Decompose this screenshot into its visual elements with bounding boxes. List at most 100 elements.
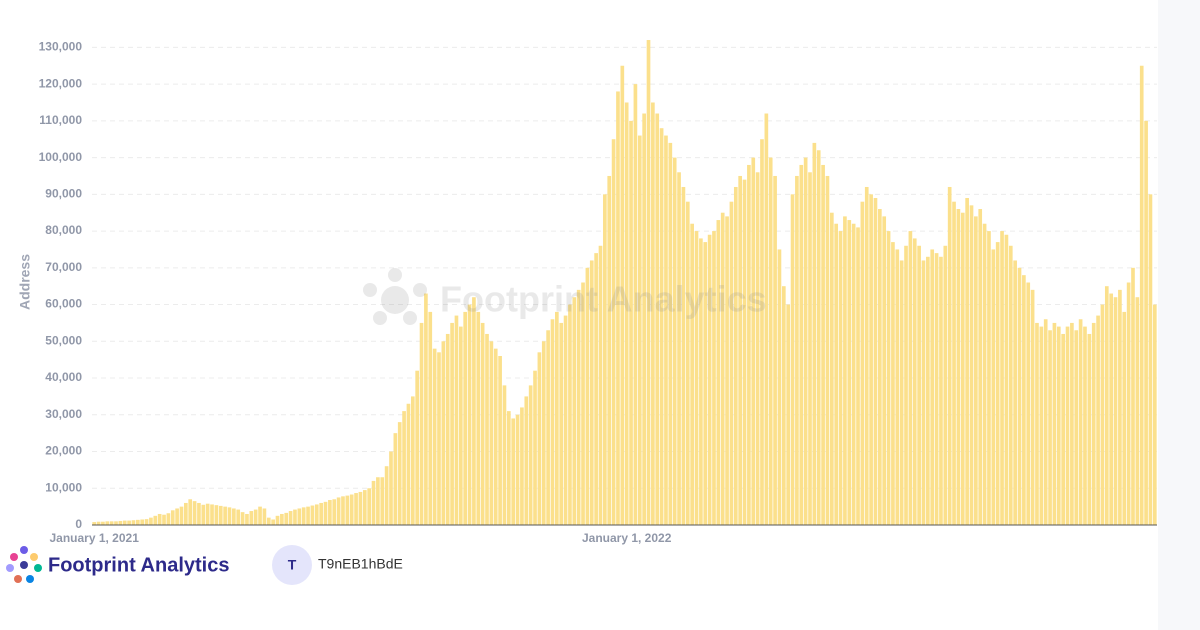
bar	[485, 333, 489, 525]
bar	[415, 370, 420, 525]
bar	[1139, 65, 1144, 526]
bar	[493, 348, 498, 525]
bar	[192, 501, 197, 525]
bar	[738, 175, 742, 526]
bar	[821, 164, 825, 525]
y-tick-label: 0	[75, 517, 82, 531]
bar	[751, 157, 756, 525]
bar	[685, 201, 690, 525]
bar	[694, 231, 699, 525]
bar	[812, 142, 817, 525]
bar	[1131, 267, 1135, 525]
bar	[188, 499, 193, 525]
bar	[1052, 322, 1057, 525]
bar	[764, 113, 769, 526]
bar	[328, 500, 332, 525]
bar	[122, 520, 127, 525]
bar	[515, 414, 520, 525]
bar	[677, 172, 681, 526]
bar	[541, 341, 546, 525]
bar	[1078, 319, 1083, 525]
bar	[175, 508, 179, 525]
bar	[969, 205, 974, 525]
bar	[878, 209, 882, 525]
bar	[803, 157, 808, 525]
user-name: T9nEB1hBdE	[318, 556, 403, 572]
bar	[223, 506, 227, 525]
bar	[293, 509, 297, 525]
bar	[271, 519, 275, 525]
bar	[157, 513, 162, 525]
bar	[1152, 304, 1157, 525]
bar	[690, 223, 694, 525]
bar	[921, 260, 926, 525]
y-tick-label: 130,000	[39, 40, 83, 54]
bar	[581, 282, 585, 525]
bar	[127, 520, 131, 525]
bar	[463, 311, 468, 525]
bar	[585, 267, 590, 525]
bar	[389, 451, 393, 525]
bar	[1104, 286, 1109, 525]
bar	[926, 256, 930, 525]
bar	[240, 512, 245, 525]
bar	[1122, 311, 1127, 525]
bar	[1087, 333, 1092, 525]
bar	[306, 506, 310, 525]
bar	[856, 227, 860, 525]
bar	[1043, 319, 1048, 525]
bar	[118, 520, 123, 525]
bar	[947, 186, 952, 526]
bar	[712, 231, 716, 525]
bar	[149, 517, 153, 525]
bar	[332, 499, 337, 525]
bar	[458, 326, 463, 525]
bar	[245, 513, 249, 525]
bar	[659, 128, 664, 525]
y-axis-label: Address	[17, 254, 33, 310]
bar	[197, 502, 201, 525]
bar	[450, 322, 454, 525]
bar	[1074, 330, 1079, 525]
bar	[227, 507, 232, 525]
bar	[101, 521, 105, 525]
bar	[445, 333, 450, 525]
bar	[376, 477, 380, 525]
y-tick-label: 80,000	[45, 223, 82, 237]
bar	[1100, 304, 1105, 525]
bar	[1004, 234, 1009, 525]
bar	[410, 396, 415, 525]
bar	[995, 242, 1000, 525]
bar	[703, 242, 708, 525]
bar	[799, 164, 804, 525]
bar	[559, 322, 564, 525]
bar	[864, 186, 869, 526]
bar	[402, 411, 406, 525]
bar	[454, 315, 459, 525]
bar	[672, 157, 677, 525]
bar	[1048, 330, 1052, 525]
bar	[498, 355, 502, 525]
bar	[742, 179, 747, 526]
bar	[428, 311, 433, 525]
bar	[280, 513, 284, 525]
bar	[637, 135, 642, 525]
bar	[624, 102, 629, 526]
bar	[1126, 282, 1131, 525]
y-tick-label: 20,000	[45, 444, 82, 458]
bar	[1148, 194, 1153, 526]
bar	[162, 514, 166, 525]
bar	[511, 418, 516, 525]
bar	[886, 231, 891, 525]
bar	[214, 505, 219, 525]
bar	[184, 502, 188, 525]
bar	[1000, 231, 1004, 525]
bar	[1030, 289, 1035, 525]
watermark-text: Footprint Analytics	[440, 279, 767, 320]
y-tick-label: 10,000	[45, 480, 82, 494]
bar	[895, 249, 900, 525]
y-tick-label: 100,000	[39, 150, 83, 164]
bar	[1008, 245, 1013, 525]
bar	[432, 348, 437, 525]
